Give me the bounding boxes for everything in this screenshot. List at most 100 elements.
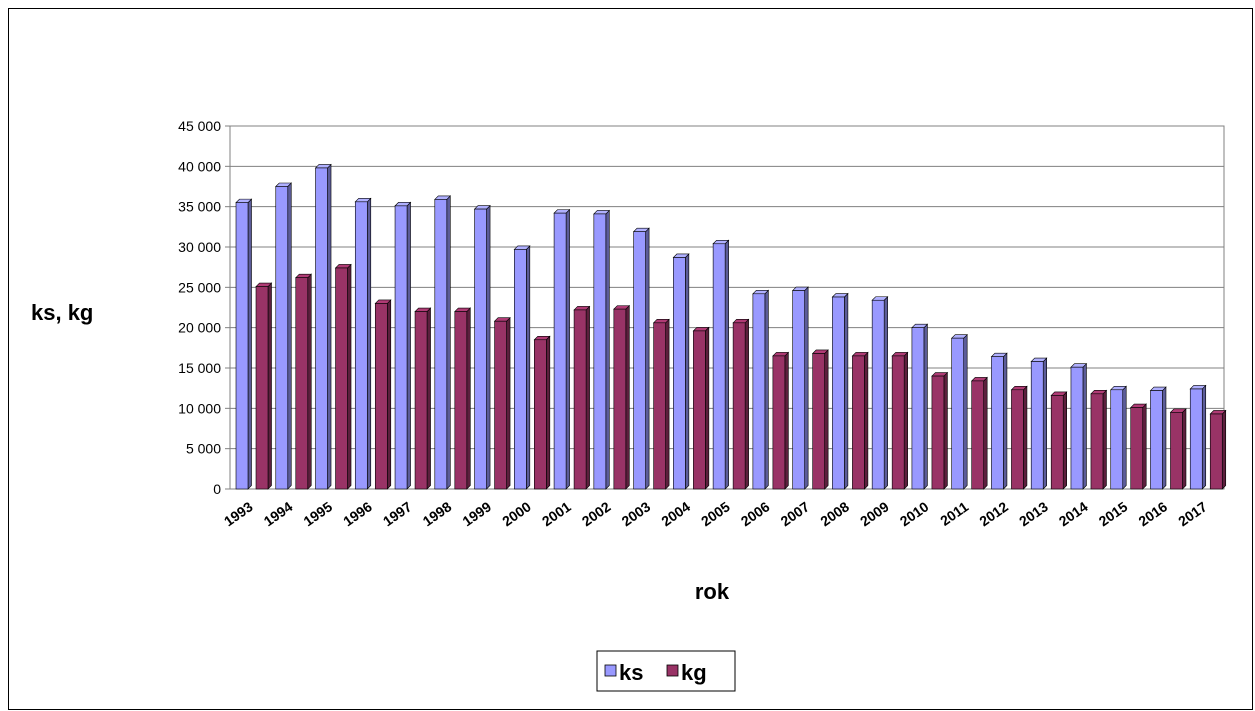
bar-kg-1997 bbox=[414, 307, 432, 490]
bar-front bbox=[991, 356, 1004, 490]
x-tick-label: 2013 bbox=[1016, 498, 1051, 529]
bar-side bbox=[705, 326, 710, 490]
bar-ks-2007 bbox=[791, 286, 809, 490]
bar-kg-2008 bbox=[851, 351, 869, 490]
bar-front bbox=[673, 257, 686, 490]
x-tick-label: 2014 bbox=[1056, 498, 1091, 529]
bar-side bbox=[1122, 385, 1127, 490]
bar-side bbox=[366, 197, 372, 490]
bar-kg-2007 bbox=[811, 349, 829, 490]
bar-side bbox=[347, 263, 352, 490]
legend-label-kg: kg bbox=[681, 660, 707, 685]
bar-side bbox=[744, 318, 749, 490]
bar-ks-1995 bbox=[314, 163, 332, 490]
bar-kg-2009 bbox=[891, 351, 909, 490]
y-tick-label: 5 000 bbox=[186, 441, 221, 457]
x-tick-label: 2015 bbox=[1096, 498, 1131, 529]
legend-swatch-ks bbox=[604, 664, 617, 677]
bar-side bbox=[804, 286, 809, 490]
bar-kg-1995 bbox=[334, 263, 352, 490]
bar-side bbox=[1082, 362, 1087, 490]
bar-front bbox=[1011, 389, 1024, 490]
bar-side bbox=[844, 292, 849, 490]
bar-chart: 0 5 000 10 000 15 000 20 000 25 000 30 000 35 0… bbox=[31, 118, 1227, 692]
bar-ks-2004 bbox=[672, 253, 690, 490]
bar-front bbox=[434, 199, 448, 490]
bar-front bbox=[1050, 395, 1064, 490]
bar-ks-1996 bbox=[354, 197, 372, 490]
bar-side bbox=[943, 371, 948, 490]
bar-kg-2014 bbox=[1090, 389, 1108, 490]
bar-kg-2001 bbox=[573, 305, 591, 490]
bar-front bbox=[732, 322, 746, 490]
bar-ks-2013 bbox=[1030, 357, 1048, 490]
bar-front bbox=[951, 337, 964, 490]
y-tick-label: 0 bbox=[213, 481, 221, 497]
bar-side bbox=[1102, 389, 1107, 490]
legend-box bbox=[596, 650, 736, 692]
x-tick-label: 2002 bbox=[579, 498, 614, 529]
bar-front bbox=[712, 243, 726, 490]
bar-front bbox=[235, 202, 249, 490]
bar-ks-2011 bbox=[950, 333, 968, 490]
bar-kg-2013 bbox=[1050, 391, 1068, 490]
bar-front bbox=[1189, 388, 1203, 490]
bar-kg-1994 bbox=[295, 273, 312, 490]
bar-side bbox=[1062, 391, 1067, 490]
bar-ks-2012 bbox=[990, 352, 1008, 490]
x-tick-label: 2006 bbox=[738, 498, 773, 529]
bar-side bbox=[625, 304, 630, 490]
bar-side bbox=[406, 201, 411, 490]
bar-side bbox=[923, 323, 928, 490]
bar-side bbox=[307, 273, 312, 490]
y-tick-label: 20 000 bbox=[178, 320, 221, 336]
bar-kg-2017 bbox=[1209, 409, 1227, 490]
bar-front bbox=[1209, 413, 1223, 490]
bar-kg-2012 bbox=[1010, 385, 1028, 490]
bar-front bbox=[931, 375, 945, 490]
x-tick-label: 2000 bbox=[499, 498, 534, 529]
bar-side bbox=[764, 289, 769, 490]
bar-front bbox=[394, 205, 408, 490]
bar-front bbox=[514, 249, 527, 490]
bar-side bbox=[287, 182, 292, 490]
bar-front bbox=[852, 355, 865, 490]
bar-front bbox=[1170, 412, 1183, 490]
bar-front bbox=[454, 311, 468, 490]
bar-ks-2000 bbox=[513, 245, 531, 490]
x-tick-label: 2017 bbox=[1175, 498, 1210, 529]
bar-front bbox=[1090, 393, 1104, 490]
bar-ks-2008 bbox=[831, 292, 849, 490]
x-axis-title: rok bbox=[695, 579, 730, 604]
bar-side bbox=[1201, 384, 1207, 490]
bar-side bbox=[526, 245, 531, 490]
bar-side bbox=[386, 299, 392, 490]
y-tick-label: 10 000 bbox=[178, 400, 221, 416]
bar-front bbox=[1030, 361, 1044, 490]
bar-kg-2006 bbox=[772, 351, 790, 490]
y-tick-label: 40 000 bbox=[178, 158, 221, 174]
bar-front bbox=[871, 299, 885, 490]
bar-side bbox=[506, 316, 511, 490]
bar-ks-1999 bbox=[473, 204, 491, 490]
x-tick-label: 1995 bbox=[300, 498, 335, 529]
bar-side bbox=[903, 351, 908, 490]
bar-ks-1993 bbox=[235, 198, 253, 490]
bar-side bbox=[883, 296, 888, 490]
bar-side bbox=[1182, 408, 1187, 490]
bar-front bbox=[693, 330, 706, 490]
bar-side bbox=[1142, 403, 1147, 490]
bar-side bbox=[645, 227, 650, 490]
bar-front bbox=[275, 186, 289, 490]
bar-side bbox=[1042, 357, 1047, 490]
bar-ks-2010 bbox=[911, 323, 929, 490]
bar-kg-2005 bbox=[732, 318, 750, 490]
bar-side bbox=[1162, 386, 1167, 490]
bar-ks-2014 bbox=[1070, 362, 1088, 490]
bar-front bbox=[752, 293, 766, 490]
bar-side bbox=[824, 349, 829, 490]
bar-side bbox=[1221, 409, 1227, 490]
y-tick-label: 15 000 bbox=[178, 360, 221, 376]
bar-side bbox=[426, 307, 431, 490]
bar-front bbox=[1110, 389, 1124, 490]
